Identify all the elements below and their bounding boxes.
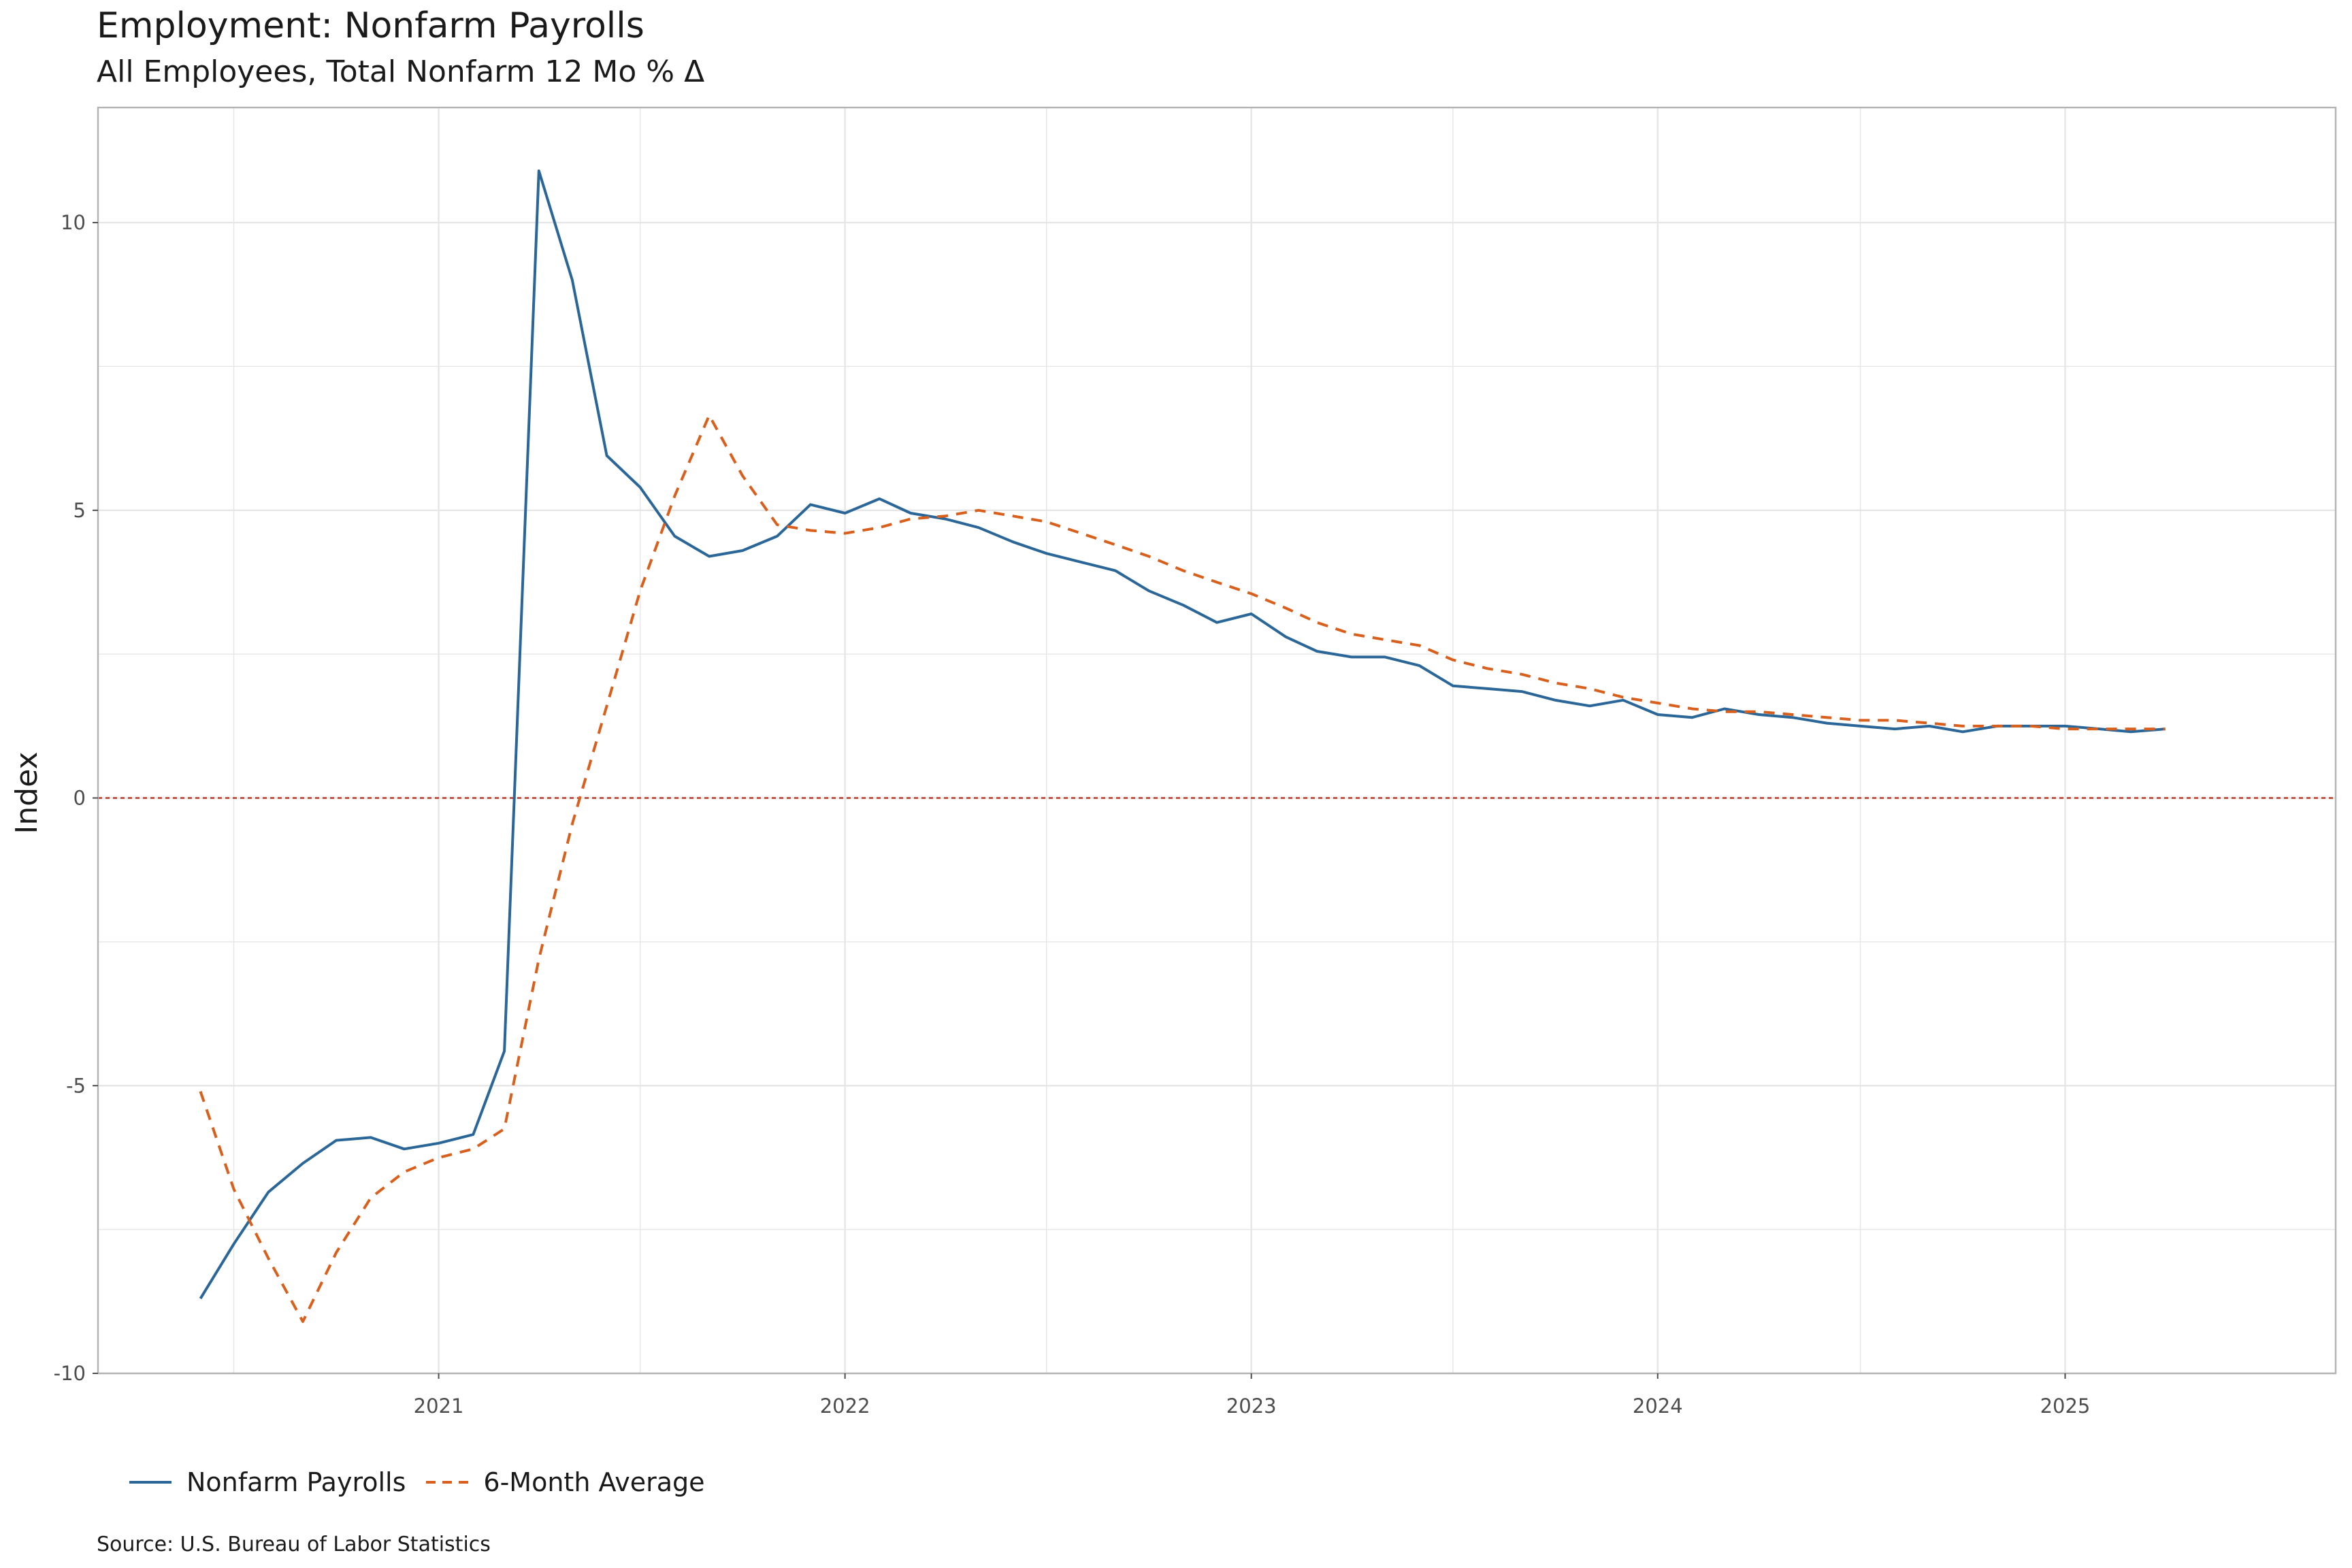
chart-subtitle: All Employees, Total Nonfarm 12 Mo % Δ — [97, 54, 705, 89]
series-layer — [199, 169, 2166, 1323]
y-tick-label: -10 — [54, 1362, 86, 1385]
legend-label-payrolls: Nonfarm Payrolls — [186, 1467, 406, 1497]
legend-label-average: 6-Month Average — [483, 1467, 705, 1497]
series-line-6-month-average — [199, 414, 2166, 1323]
panel-frame — [97, 106, 2337, 1375]
y-tick-label: 10 — [61, 211, 86, 234]
y-tick-label: -5 — [66, 1074, 86, 1097]
y-tick-label: 5 — [74, 499, 86, 522]
legend-item-average: 6-Month Average — [426, 1467, 705, 1497]
x-tick-label: 2023 — [1226, 1394, 1277, 1418]
x-tick-label: 2025 — [2040, 1394, 2091, 1418]
x-tick-label: 2021 — [414, 1394, 464, 1418]
panel-border — [97, 106, 2337, 1375]
x-tick-label: 2024 — [1633, 1394, 1683, 1418]
grid-major — [98, 108, 2336, 1375]
x-axis-ticks: 2021 2022 2023 2024 2025 — [414, 1373, 2091, 1418]
legend-item-payrolls: Nonfarm Payrolls — [129, 1467, 406, 1497]
chart-title: Employment: Nonfarm Payrolls — [97, 5, 644, 46]
x-tick-label: 2022 — [820, 1394, 870, 1418]
grid-minor — [98, 108, 2336, 1373]
y-tick-label: 0 — [74, 787, 86, 810]
legend-key-average — [426, 1481, 469, 1484]
legend-key-payrolls — [129, 1481, 172, 1484]
y-axis-label: Index — [10, 751, 44, 834]
source-note: Source: U.S. Bureau of Labor Statistics — [97, 1533, 491, 1556]
legend: Nonfarm Payrolls 6-Month Average — [129, 1462, 725, 1503]
y-axis-ticks: 10 5 0 -5 -10 — [54, 211, 98, 1385]
series-line-nonfarm-payrolls — [199, 169, 2166, 1300]
